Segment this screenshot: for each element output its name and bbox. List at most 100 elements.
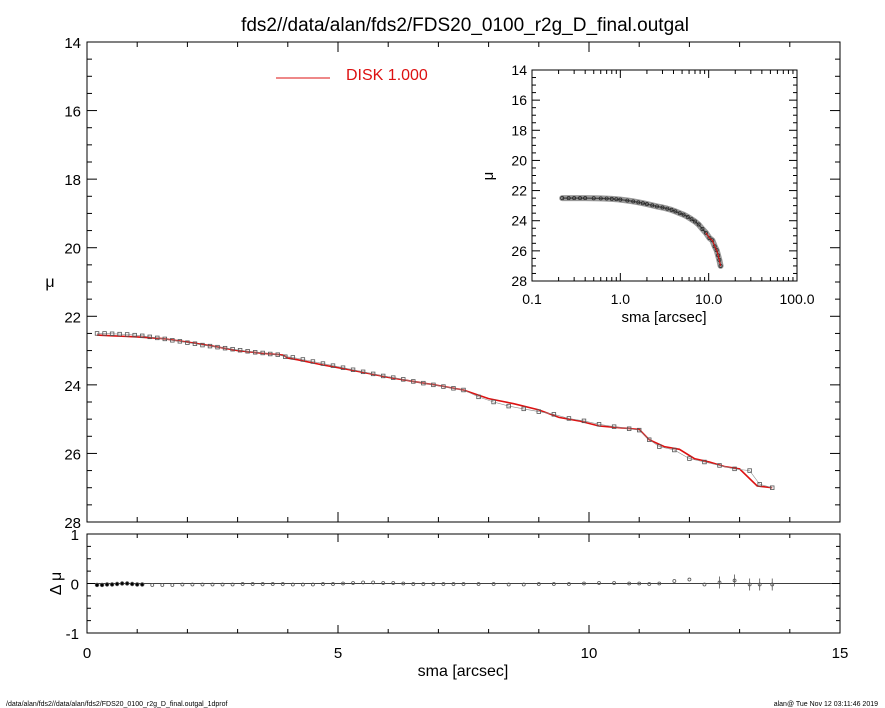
data-point	[551, 412, 557, 417]
residual-point	[230, 582, 235, 587]
residual-point	[551, 582, 556, 586]
residual-point	[371, 580, 376, 585]
data-point	[441, 384, 446, 389]
residual-point	[290, 582, 295, 587]
inset-data-point	[655, 204, 659, 209]
inset-data-point	[650, 203, 655, 208]
residual-point	[461, 582, 466, 586]
residual-point	[770, 582, 775, 587]
data-point	[657, 444, 662, 449]
y-tick-label: 20	[511, 152, 527, 168]
data-point	[596, 422, 602, 427]
data-point	[222, 345, 228, 351]
data-point	[626, 426, 632, 431]
data-point	[732, 466, 737, 472]
residual-point	[401, 581, 406, 586]
data-point	[350, 367, 356, 372]
y-axis-label: Δ μ	[48, 572, 65, 595]
residual-point	[270, 582, 275, 586]
x-tick-label: 5	[334, 645, 342, 662]
residual-point	[431, 582, 436, 586]
data-point	[230, 346, 235, 352]
data-point	[506, 403, 511, 409]
data-point	[252, 350, 258, 355]
data-point	[491, 399, 496, 405]
data-point	[117, 331, 122, 337]
inset-data-point	[665, 206, 670, 211]
residual-point	[129, 581, 135, 587]
inset-data-point	[700, 227, 705, 231]
residual-point	[361, 580, 366, 585]
data-point	[109, 331, 115, 336]
residual-point	[170, 583, 175, 587]
y-tick-label: 1	[71, 527, 79, 544]
data-point	[162, 336, 168, 342]
residual-point	[421, 582, 426, 586]
residual-point	[220, 582, 225, 587]
data-point	[177, 339, 183, 344]
residual-point	[341, 581, 345, 586]
residual-point	[124, 581, 130, 586]
inset-data-point	[677, 211, 682, 216]
data-point	[476, 394, 481, 400]
residual-point	[140, 582, 145, 587]
y-tick-label: 16	[64, 104, 81, 121]
inset-panel: 14 16 18 20 22 24 26 28 0.1 1.0 10.0 100.0 sma [arcs…	[480, 62, 815, 326]
y-tick-label: 24	[64, 378, 81, 395]
y-axis-label: μ	[45, 274, 54, 291]
inset-data-point	[583, 196, 588, 201]
data-point	[290, 355, 296, 360]
inset-data-point	[644, 202, 649, 207]
residual-point	[109, 582, 115, 587]
y-tick-label: 26	[511, 243, 527, 259]
y-tick-label: -1	[66, 626, 79, 643]
y-tick-label: 24	[511, 213, 527, 229]
data-point	[207, 343, 213, 349]
data-point	[283, 354, 288, 359]
data-point	[672, 447, 677, 453]
residual-point	[104, 582, 110, 587]
data-point	[461, 387, 466, 393]
data-point	[380, 373, 386, 379]
footer-left: /data/alan/fds2//data/alan/fds2/FDS20_01…	[6, 701, 227, 708]
data-point	[155, 335, 160, 341]
residual-point	[732, 578, 737, 583]
residual-point	[381, 581, 386, 585]
legend-label: DISK 1.000	[346, 67, 428, 84]
inset-model-line	[705, 232, 722, 267]
data-point	[747, 468, 752, 473]
data-point	[170, 338, 175, 343]
residual-point	[331, 582, 335, 586]
data-point	[215, 344, 220, 350]
data-point	[245, 349, 250, 354]
data-point	[581, 418, 587, 424]
residual-point	[240, 582, 245, 586]
data-point	[370, 371, 376, 377]
data-point	[185, 340, 190, 345]
y-tick-label: 28	[64, 515, 81, 532]
y-tick-label: 16	[511, 92, 527, 108]
residual-point	[672, 579, 677, 583]
residual-point	[747, 582, 752, 587]
y-tick-label: 18	[511, 122, 527, 138]
residual-point	[647, 582, 652, 586]
data-point	[421, 380, 426, 386]
inset-data-point	[625, 198, 630, 203]
inset-data-point	[710, 238, 715, 243]
residual-point	[757, 582, 762, 587]
data-point	[717, 463, 722, 468]
data-point	[310, 359, 316, 364]
residual-point	[114, 581, 120, 587]
inset-data-point	[640, 201, 645, 206]
inset-data-point	[681, 212, 686, 217]
data-point	[647, 437, 652, 442]
residual-point	[99, 582, 105, 588]
data-point	[124, 332, 130, 337]
residual-point	[94, 582, 100, 588]
residual-point	[687, 577, 692, 582]
y-tick-label: 28	[511, 273, 527, 289]
residual-point	[300, 582, 305, 587]
data-point	[536, 409, 541, 414]
data-point	[147, 334, 152, 340]
